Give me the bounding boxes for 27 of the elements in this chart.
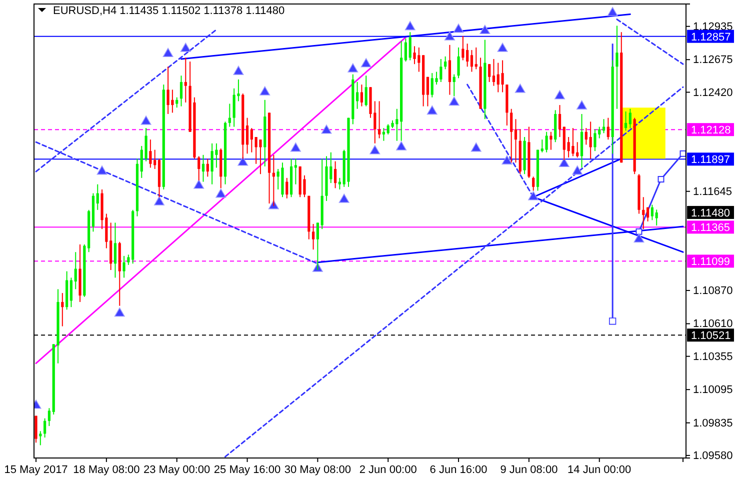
x-tick-label: 2 Jun 00:00	[359, 464, 417, 476]
y-tick-label: 1.12420	[693, 86, 733, 99]
x-tick-label: 9 Jun 08:00	[500, 464, 558, 476]
y-tick-label: 1.12935	[693, 20, 733, 33]
y-tick-label: 1.12675	[693, 54, 733, 66]
chart-title: EURUSD,H4 1.11435 1.11502 1.11378 1.11480	[53, 5, 285, 17]
ref-line-label: 1.11099	[691, 256, 730, 268]
x-tick-label: 14 Jun 00:00	[568, 464, 632, 476]
ref-line-label: 1.12128	[691, 124, 731, 137]
y-tick-label: 1.10095	[693, 384, 733, 396]
ref-line-label: 1.10521	[691, 330, 731, 342]
y-tick-label: 1.09835	[693, 417, 733, 430]
y-tick-label: 1.10355	[693, 350, 733, 363]
x-tick-label: 23 May 00:00	[144, 464, 210, 476]
y-tick-label: 1.11645	[693, 186, 732, 198]
x-tick-label: 6 Jun 16:00	[430, 464, 488, 476]
y-tick-label: 1.09580	[693, 450, 733, 462]
x-tick-label: 25 May 16:00	[214, 464, 281, 476]
ref-line-label: 1.11897	[691, 154, 730, 166]
x-tick-label: 15 May 2017	[4, 464, 68, 476]
x-tick-label: 30 May 08:00	[284, 464, 352, 476]
ref-line-label: 1.12857	[691, 31, 731, 44]
text: 1.11480	[691, 207, 730, 220]
y-tick-label: 1.10610	[693, 318, 733, 330]
ref-line-label: 1.11365	[691, 222, 730, 234]
y-tick-label: 1.10870	[693, 284, 733, 297]
x-tick-label: 18 May 08:00	[73, 464, 140, 476]
